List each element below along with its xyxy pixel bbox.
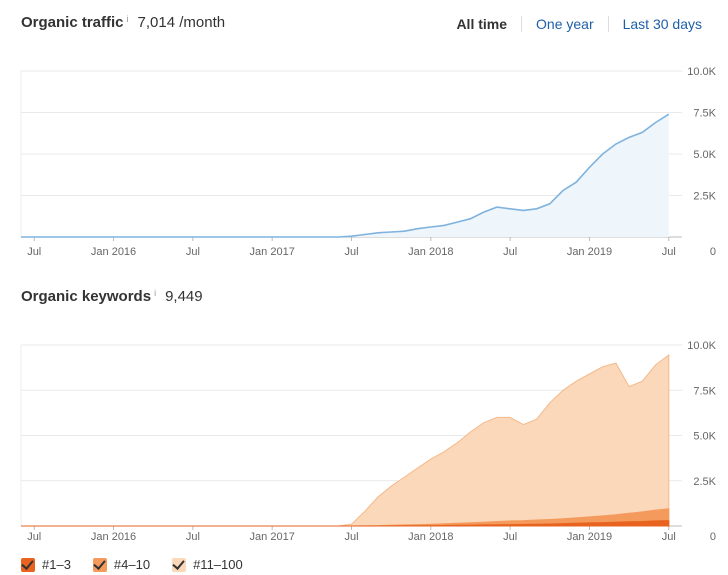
x-tick-label: Jan 2016 bbox=[91, 531, 136, 543]
legend-checkbox-11-100[interactable] bbox=[172, 557, 187, 572]
legend-label: #11–100 bbox=[193, 557, 243, 572]
y-tick-label: 5.0K bbox=[693, 149, 716, 161]
keywords-info-icon[interactable]: i bbox=[154, 288, 157, 298]
x-tick-label: Jul bbox=[27, 531, 41, 543]
traffic-area bbox=[21, 114, 669, 237]
x-tick-label: Jul bbox=[503, 246, 517, 258]
tab-one-year[interactable]: One year bbox=[521, 16, 608, 32]
traffic-header: Organic traffic i 7,014 /month bbox=[21, 14, 225, 31]
y-tick-label: 2.5K bbox=[693, 191, 716, 203]
legend-label: #1–3 bbox=[42, 557, 71, 572]
keywords-title: Organic keywords bbox=[21, 288, 152, 305]
traffic-value: 7,014 /month bbox=[137, 14, 226, 31]
y-tick-label: 10.0K bbox=[687, 66, 716, 78]
y-tick-label: 0 bbox=[710, 246, 716, 258]
legend-item-4-10[interactable]: #4–10 bbox=[92, 557, 151, 572]
legend-item-top3[interactable]: #1–3 bbox=[21, 557, 71, 572]
keywords-area-series-2 bbox=[21, 354, 670, 527]
x-tick-label: Jan 2018 bbox=[408, 246, 453, 258]
legend-item-11-100[interactable]: #11–100 bbox=[172, 557, 243, 572]
keywords-chart: 0 2.5K 5.0K 7.5K 10.0K Jul Jan 2016 Jul Jan 2017… bbox=[20, 340, 717, 543]
keywords-legend: #1–3 #4–10 #11–100 bbox=[21, 557, 265, 572]
time-range-tabs: All time One year Last 30 days bbox=[442, 16, 702, 32]
keywords-header: Organic keywords i 9,449 bbox=[21, 288, 203, 305]
y-tick-label: 7.5K bbox=[693, 108, 716, 120]
x-tick-label: Jan 2016 bbox=[91, 246, 136, 258]
y-tick-label: 7.5K bbox=[693, 385, 716, 397]
y-tick-label: 2.5K bbox=[693, 476, 716, 488]
y-tick-label: 0 bbox=[710, 531, 716, 543]
traffic-info-icon[interactable]: i bbox=[126, 14, 129, 24]
keywords-area-series-0 bbox=[21, 520, 670, 527]
x-tick-label: Jan 2017 bbox=[250, 246, 295, 258]
y-tick-label: 5.0K bbox=[693, 431, 716, 443]
legend-checkbox-4-10[interactable] bbox=[92, 557, 107, 572]
x-tick-label: Jul bbox=[186, 531, 200, 543]
legend-label: #4–10 bbox=[113, 557, 151, 572]
traffic-title: Organic traffic bbox=[21, 14, 124, 31]
x-tick-label: Jan 2019 bbox=[567, 246, 612, 258]
traffic-chart: 0 2.5K 5.0K 7.5K 10.0K Jul Jan 2016 Jul Jan 2017… bbox=[20, 66, 717, 258]
x-tick-label: Jul bbox=[503, 531, 517, 543]
x-tick-label: Jan 2017 bbox=[250, 531, 295, 543]
x-tick-label: Jul bbox=[662, 531, 676, 543]
x-tick-label: Jan 2019 bbox=[567, 531, 612, 543]
x-tick-label: Jul bbox=[186, 246, 200, 258]
tab-last-30-days[interactable]: Last 30 days bbox=[607, 16, 702, 32]
keywords-value: 9,449 bbox=[165, 288, 203, 305]
tab-all-time[interactable]: All time bbox=[456, 16, 508, 32]
x-tick-label: Jan 2018 bbox=[408, 531, 453, 543]
x-tick-label: Jul bbox=[344, 246, 358, 258]
legend-checkbox-top3[interactable] bbox=[21, 557, 35, 572]
traffic-line bbox=[21, 113, 670, 238]
x-tick-label: Jul bbox=[662, 246, 676, 258]
x-tick-label: Jul bbox=[27, 246, 41, 258]
x-tick-label: Jul bbox=[344, 531, 358, 543]
y-tick-label: 10.0K bbox=[687, 340, 716, 352]
